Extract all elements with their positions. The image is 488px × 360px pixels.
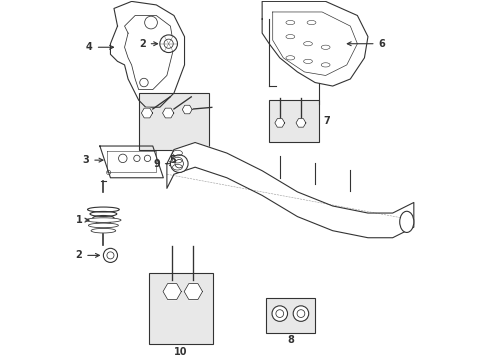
Polygon shape <box>184 284 202 300</box>
Circle shape <box>103 248 117 262</box>
Circle shape <box>293 306 308 321</box>
FancyBboxPatch shape <box>265 298 314 333</box>
Text: 1: 1 <box>75 215 89 225</box>
Text: 7: 7 <box>323 116 330 126</box>
Polygon shape <box>166 143 413 238</box>
Circle shape <box>271 306 287 321</box>
Text: 2: 2 <box>75 251 99 260</box>
Text: 9: 9 <box>153 159 173 169</box>
Text: 10: 10 <box>174 347 187 357</box>
Polygon shape <box>162 108 173 118</box>
Text: 6: 6 <box>346 39 385 49</box>
Text: 2: 2 <box>139 39 157 49</box>
Polygon shape <box>274 119 284 127</box>
FancyBboxPatch shape <box>268 100 318 143</box>
Polygon shape <box>141 108 152 118</box>
Circle shape <box>160 35 177 53</box>
Ellipse shape <box>88 223 118 228</box>
Text: 4: 4 <box>86 42 113 52</box>
Text: 5: 5 <box>168 155 175 165</box>
FancyBboxPatch shape <box>149 273 212 343</box>
Polygon shape <box>100 146 163 178</box>
Polygon shape <box>110 1 184 107</box>
Text: 8: 8 <box>286 335 293 345</box>
Text: 3: 3 <box>82 155 102 165</box>
Circle shape <box>170 155 188 172</box>
Polygon shape <box>262 1 367 86</box>
Polygon shape <box>163 284 181 300</box>
Ellipse shape <box>399 211 413 233</box>
Polygon shape <box>295 119 305 127</box>
Polygon shape <box>182 105 192 114</box>
FancyBboxPatch shape <box>139 93 209 149</box>
Ellipse shape <box>91 228 116 233</box>
Ellipse shape <box>85 218 121 222</box>
